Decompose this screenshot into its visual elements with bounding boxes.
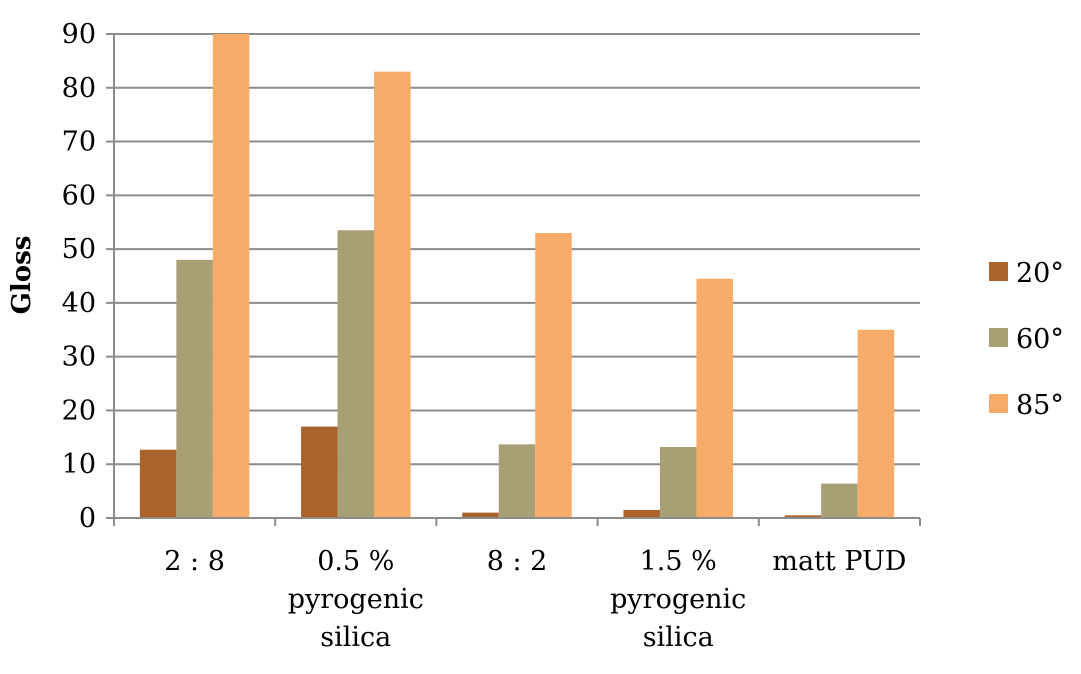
x-category-label: silica: [643, 622, 714, 653]
y-tick-label: 0: [79, 503, 96, 534]
bar: [784, 515, 822, 518]
x-category-labels: 2 : 8 0.5 % pyrogenic silica 8 : 2 1.5 % pyrog…: [164, 546, 906, 653]
y-tick-label: 50: [62, 234, 96, 265]
legend-label: 60°: [1016, 324, 1064, 355]
bar: [176, 259, 213, 518]
axes: [106, 33, 921, 526]
bar: [659, 447, 697, 518]
x-category-label: matt PUD: [772, 546, 906, 577]
bar: [139, 449, 177, 518]
bar: [696, 278, 733, 518]
x-category-label: pyrogenic: [610, 584, 746, 615]
y-tick-label: 40: [62, 288, 96, 319]
x-category-label: 1.5 %: [640, 546, 717, 577]
y-tick-label: 70: [62, 127, 96, 158]
bar: [374, 71, 411, 519]
bars: [139, 34, 895, 519]
bar: [821, 483, 858, 518]
bar: [212, 34, 250, 518]
x-category-label: pyrogenic: [288, 584, 424, 615]
bar: [337, 230, 375, 519]
y-tick-label: 90: [62, 19, 96, 50]
x-category-label: 0.5 %: [317, 546, 394, 577]
y-tick-labels: 0 10 20 30 40 50 60 70 80 90: [62, 19, 96, 534]
y-tick-label: 60: [62, 180, 96, 211]
bar: [623, 509, 660, 518]
y-tick-label: 10: [62, 449, 96, 480]
x-category-label: 2 : 8: [164, 546, 225, 577]
bar: [857, 329, 895, 518]
y-tick-label: 80: [62, 73, 96, 104]
bar: [301, 426, 338, 518]
bar: [535, 232, 572, 518]
legend-label: 20°: [1016, 258, 1064, 289]
legend-swatch: [989, 394, 1008, 413]
legend-swatch: [989, 262, 1008, 281]
x-category-label: 8 : 2: [487, 546, 548, 577]
x-category-label: silica: [320, 622, 391, 653]
y-tick-label: 20: [62, 395, 96, 426]
y-axis-title: Gloss: [7, 236, 37, 315]
y-tick-label: 30: [62, 342, 96, 373]
legend-label: 85°: [1016, 390, 1064, 421]
legend-swatch: [989, 328, 1008, 347]
legend: 20° 60° 85°: [989, 258, 1064, 421]
bar: [462, 512, 499, 518]
bar: [498, 444, 536, 518]
